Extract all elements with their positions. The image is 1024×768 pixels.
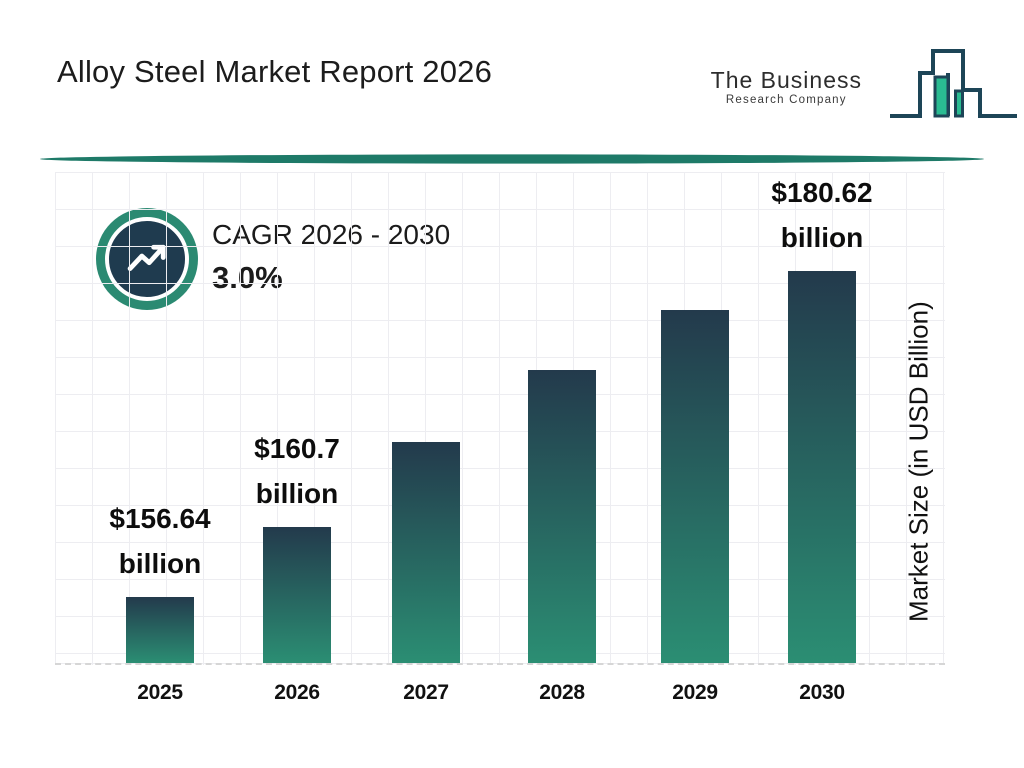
bar-2026: [263, 527, 331, 663]
bar-2025: [126, 597, 194, 663]
bar-2028: [528, 370, 596, 663]
logo-title: The Business: [710, 67, 862, 93]
x-tick-label-2029: 2029: [672, 681, 718, 704]
page-title: Alloy Steel Market Report 2026: [57, 54, 493, 89]
bar-value-label-2026: $160.7 billion: [254, 433, 340, 510]
bar-value-label-2030: $180.62 billion: [771, 177, 873, 254]
x-tick-label-2026: 2026: [274, 681, 320, 704]
company-logo: The Business Research Company: [700, 38, 1017, 133]
y-axis-label: Market Size (in USD Billion): [903, 301, 934, 623]
bar-2027: [392, 442, 460, 663]
x-tick-label-2027: 2027: [403, 681, 449, 704]
x-tick-label-2030: 2030: [799, 681, 845, 704]
logo-text: The Business Research Company: [711, 68, 862, 106]
bar-value-label-2025: $156.64 billion: [109, 503, 211, 580]
x-tick-label-2028: 2028: [539, 681, 585, 704]
logo-subtitle: Research Company: [725, 94, 847, 107]
bar-2030: [788, 271, 856, 663]
x-tick-label-2025: 2025: [137, 681, 183, 704]
divider-line: [40, 154, 984, 164]
bar-2029: [661, 310, 729, 663]
logo-bars-icon: [890, 49, 1017, 118]
